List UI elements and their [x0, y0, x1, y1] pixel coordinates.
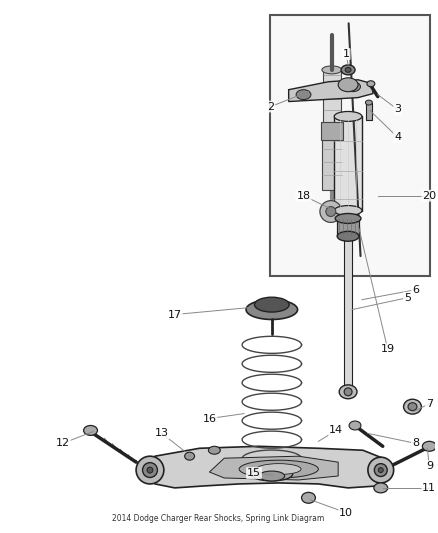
Ellipse shape: [251, 467, 293, 481]
Ellipse shape: [239, 460, 318, 478]
Ellipse shape: [185, 452, 194, 460]
Text: 10: 10: [339, 507, 353, 518]
Ellipse shape: [422, 441, 436, 451]
Ellipse shape: [246, 461, 297, 479]
Ellipse shape: [259, 471, 285, 481]
Ellipse shape: [338, 78, 358, 92]
Text: 16: 16: [202, 414, 216, 424]
Text: 2014 Dodge Charger Rear Shocks, Spring Link Diagram: 2014 Dodge Charger Rear Shocks, Spring L…: [112, 514, 325, 522]
Ellipse shape: [346, 82, 360, 92]
Bar: [322, 140, 342, 190]
Ellipse shape: [208, 446, 220, 454]
Ellipse shape: [335, 214, 361, 223]
Ellipse shape: [349, 421, 361, 430]
Ellipse shape: [368, 457, 394, 483]
Ellipse shape: [334, 206, 362, 215]
Text: 3: 3: [394, 104, 401, 115]
Text: 17: 17: [168, 310, 182, 320]
Text: 18: 18: [297, 191, 311, 200]
Text: 11: 11: [422, 483, 436, 493]
Text: 5: 5: [404, 293, 411, 303]
Text: 8: 8: [412, 438, 419, 448]
Bar: [337, 219, 359, 236]
Text: 15: 15: [247, 468, 261, 478]
Ellipse shape: [344, 388, 352, 396]
Ellipse shape: [403, 399, 421, 414]
Text: 7: 7: [426, 399, 433, 409]
Ellipse shape: [341, 65, 355, 75]
Ellipse shape: [301, 492, 315, 503]
Text: 6: 6: [412, 285, 419, 295]
Ellipse shape: [254, 297, 289, 312]
Ellipse shape: [345, 67, 351, 72]
Bar: [323, 70, 341, 130]
Bar: [321, 123, 343, 140]
Bar: [270, 15, 430, 276]
Ellipse shape: [408, 403, 417, 410]
Bar: [366, 102, 372, 120]
Ellipse shape: [339, 385, 357, 399]
Ellipse shape: [367, 81, 375, 87]
Ellipse shape: [374, 483, 388, 493]
Ellipse shape: [296, 90, 311, 100]
Ellipse shape: [322, 66, 342, 74]
Ellipse shape: [334, 111, 362, 122]
Ellipse shape: [374, 464, 387, 477]
Text: 20: 20: [422, 191, 436, 200]
Text: 1: 1: [343, 49, 350, 59]
Text: 9: 9: [426, 461, 433, 471]
Bar: [334, 116, 362, 211]
Ellipse shape: [320, 200, 342, 222]
Ellipse shape: [365, 100, 372, 105]
Text: 2: 2: [267, 101, 274, 111]
Ellipse shape: [147, 467, 153, 473]
Polygon shape: [289, 80, 373, 102]
Ellipse shape: [142, 463, 157, 478]
Polygon shape: [209, 456, 338, 480]
Ellipse shape: [136, 456, 164, 484]
Ellipse shape: [246, 300, 297, 319]
Ellipse shape: [257, 464, 301, 474]
Text: 13: 13: [155, 429, 169, 439]
Polygon shape: [142, 446, 386, 488]
Text: 4: 4: [394, 132, 401, 142]
Ellipse shape: [84, 425, 98, 435]
Ellipse shape: [378, 467, 383, 473]
Bar: [344, 236, 352, 390]
Ellipse shape: [326, 207, 336, 216]
Text: 12: 12: [56, 438, 70, 448]
Text: 19: 19: [381, 344, 395, 354]
Text: 14: 14: [329, 425, 343, 435]
Ellipse shape: [337, 231, 359, 241]
